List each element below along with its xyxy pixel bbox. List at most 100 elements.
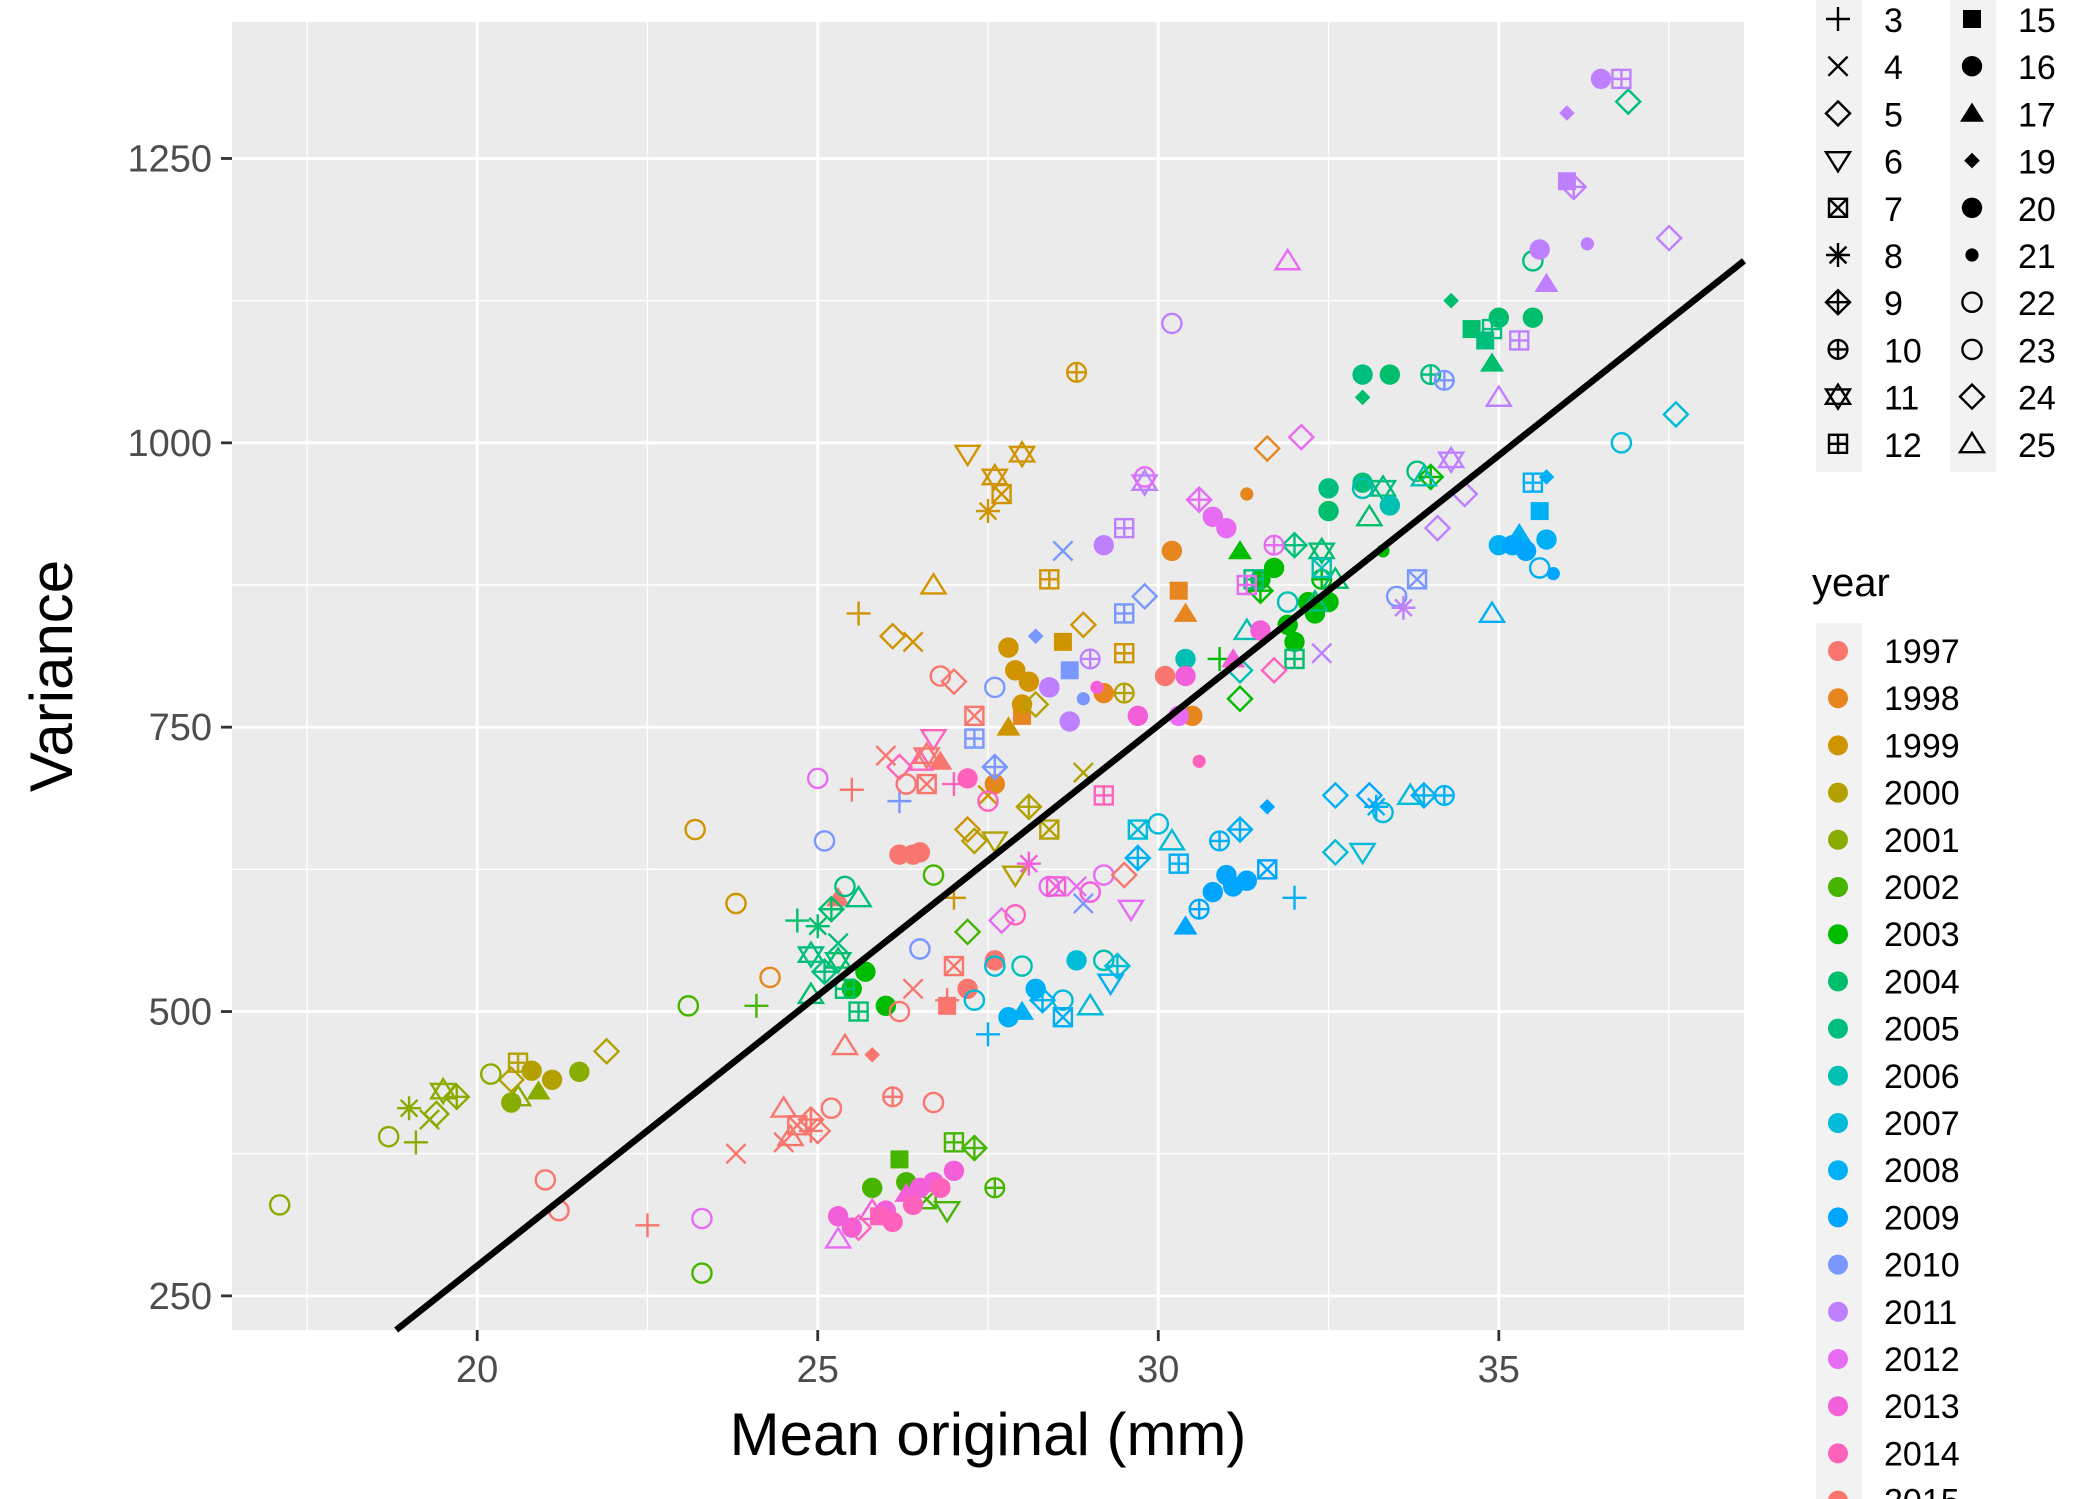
data-point xyxy=(526,1080,551,1100)
data-point xyxy=(848,1001,869,1022)
data-point xyxy=(1311,642,1333,664)
data-point xyxy=(1538,469,1555,485)
data-point xyxy=(397,1096,422,1121)
shape-legend-key xyxy=(1827,338,1849,360)
data-point xyxy=(984,950,1006,971)
data-point xyxy=(834,978,856,999)
data-point xyxy=(957,768,978,789)
data-point xyxy=(569,1061,590,1083)
data-point xyxy=(1052,540,1074,562)
data-point xyxy=(1016,851,1041,876)
shape-legend-label: 16 xyxy=(2018,49,2056,87)
data-point xyxy=(1368,474,1398,503)
data-point xyxy=(823,1225,853,1249)
data-point xyxy=(1480,352,1504,372)
data-point xyxy=(960,1134,989,1162)
data-point xyxy=(902,1194,924,1216)
data-point xyxy=(805,914,830,939)
data-point xyxy=(1280,531,1309,559)
shape-legend-label: 23 xyxy=(2018,332,2056,370)
year-legend-key xyxy=(1828,1254,1848,1275)
data-point xyxy=(744,993,769,1018)
shape-legend-key xyxy=(1823,382,1853,411)
data-point xyxy=(1025,978,1046,999)
year-legend-key xyxy=(1828,829,1848,850)
data-point xyxy=(1536,529,1557,550)
data-point xyxy=(1007,439,1037,469)
data-point xyxy=(1488,307,1510,328)
data-point xyxy=(684,818,706,841)
year-legend-key xyxy=(1828,1443,1848,1464)
data-point xyxy=(1066,950,1087,971)
data-point xyxy=(1124,844,1152,872)
data-point xyxy=(1236,870,1258,891)
grid-minor xyxy=(232,22,1744,1330)
axes-layer: 20 25 30 35 250 500 750 1000 1250 xyxy=(127,138,1519,1391)
data-point xyxy=(875,745,897,767)
data-point xyxy=(977,784,999,806)
shape-legend-label: 22 xyxy=(2018,285,2056,323)
data-point xyxy=(1481,318,1503,340)
data-point xyxy=(1534,272,1559,292)
data-point xyxy=(1147,813,1170,835)
data-point xyxy=(929,665,952,687)
data-point xyxy=(806,767,829,790)
data-point xyxy=(773,1131,795,1153)
x-tick-label: 30 xyxy=(1137,1349,1179,1391)
data-point xyxy=(1515,540,1537,562)
data-point xyxy=(977,790,999,812)
shape-legend-key xyxy=(1826,7,1850,31)
data-point xyxy=(855,961,876,982)
shape-legend-label: 20 xyxy=(2018,191,2056,229)
data-point xyxy=(895,773,918,795)
year-legend-key xyxy=(1828,1018,1848,1039)
data-point xyxy=(1209,830,1231,852)
data-point xyxy=(1192,754,1206,768)
series-2009 xyxy=(1173,535,1560,935)
data-point xyxy=(928,750,953,770)
data-point xyxy=(1004,904,1027,926)
data-point xyxy=(1240,487,1254,501)
data-point xyxy=(1116,899,1146,923)
data-point xyxy=(1053,632,1072,651)
data-point xyxy=(984,773,1006,795)
data-point xyxy=(1039,569,1060,590)
data-point xyxy=(1093,535,1114,556)
year-legend-label: 2008 xyxy=(1884,1152,1960,1190)
year-legend-key xyxy=(1828,782,1848,803)
data-point xyxy=(1011,955,1033,977)
data-point xyxy=(834,875,856,898)
data-point xyxy=(1060,661,1079,680)
data-point xyxy=(1079,881,1101,903)
x-axis-title: Mean original (mm) xyxy=(730,1401,1247,1468)
series-2011 xyxy=(1039,68,1683,732)
series-2002 xyxy=(677,864,1006,1284)
data-point xyxy=(785,908,810,933)
year-legend-label: 2013 xyxy=(1884,1388,1960,1426)
data-point xyxy=(1157,827,1187,851)
shape-legend-label: 24 xyxy=(2018,380,2056,418)
data-point xyxy=(497,1066,525,1094)
shape-legend-key xyxy=(1824,288,1852,316)
data-point xyxy=(1079,648,1101,670)
data-point xyxy=(998,637,1019,658)
data-point xyxy=(991,483,1012,505)
year-legend-label: 2015 xyxy=(1884,1483,1960,1499)
data-point xyxy=(1001,865,1030,889)
data-point xyxy=(403,1130,428,1155)
data-point xyxy=(1076,692,1090,706)
data-point xyxy=(1226,685,1254,713)
year-legend-key xyxy=(1828,735,1848,756)
data-point xyxy=(817,895,846,923)
data-point xyxy=(1005,660,1026,681)
data-point xyxy=(922,1091,945,1114)
data-point xyxy=(1257,859,1278,880)
data-point xyxy=(1202,506,1223,527)
data-point xyxy=(725,1143,747,1165)
data-point xyxy=(1114,643,1135,664)
year-legend-label: 2000 xyxy=(1884,775,1960,813)
data-point xyxy=(1052,1007,1074,1028)
data-point xyxy=(1028,986,1057,1014)
year-legend-label: 1999 xyxy=(1884,727,1960,765)
data-point xyxy=(1287,423,1315,451)
